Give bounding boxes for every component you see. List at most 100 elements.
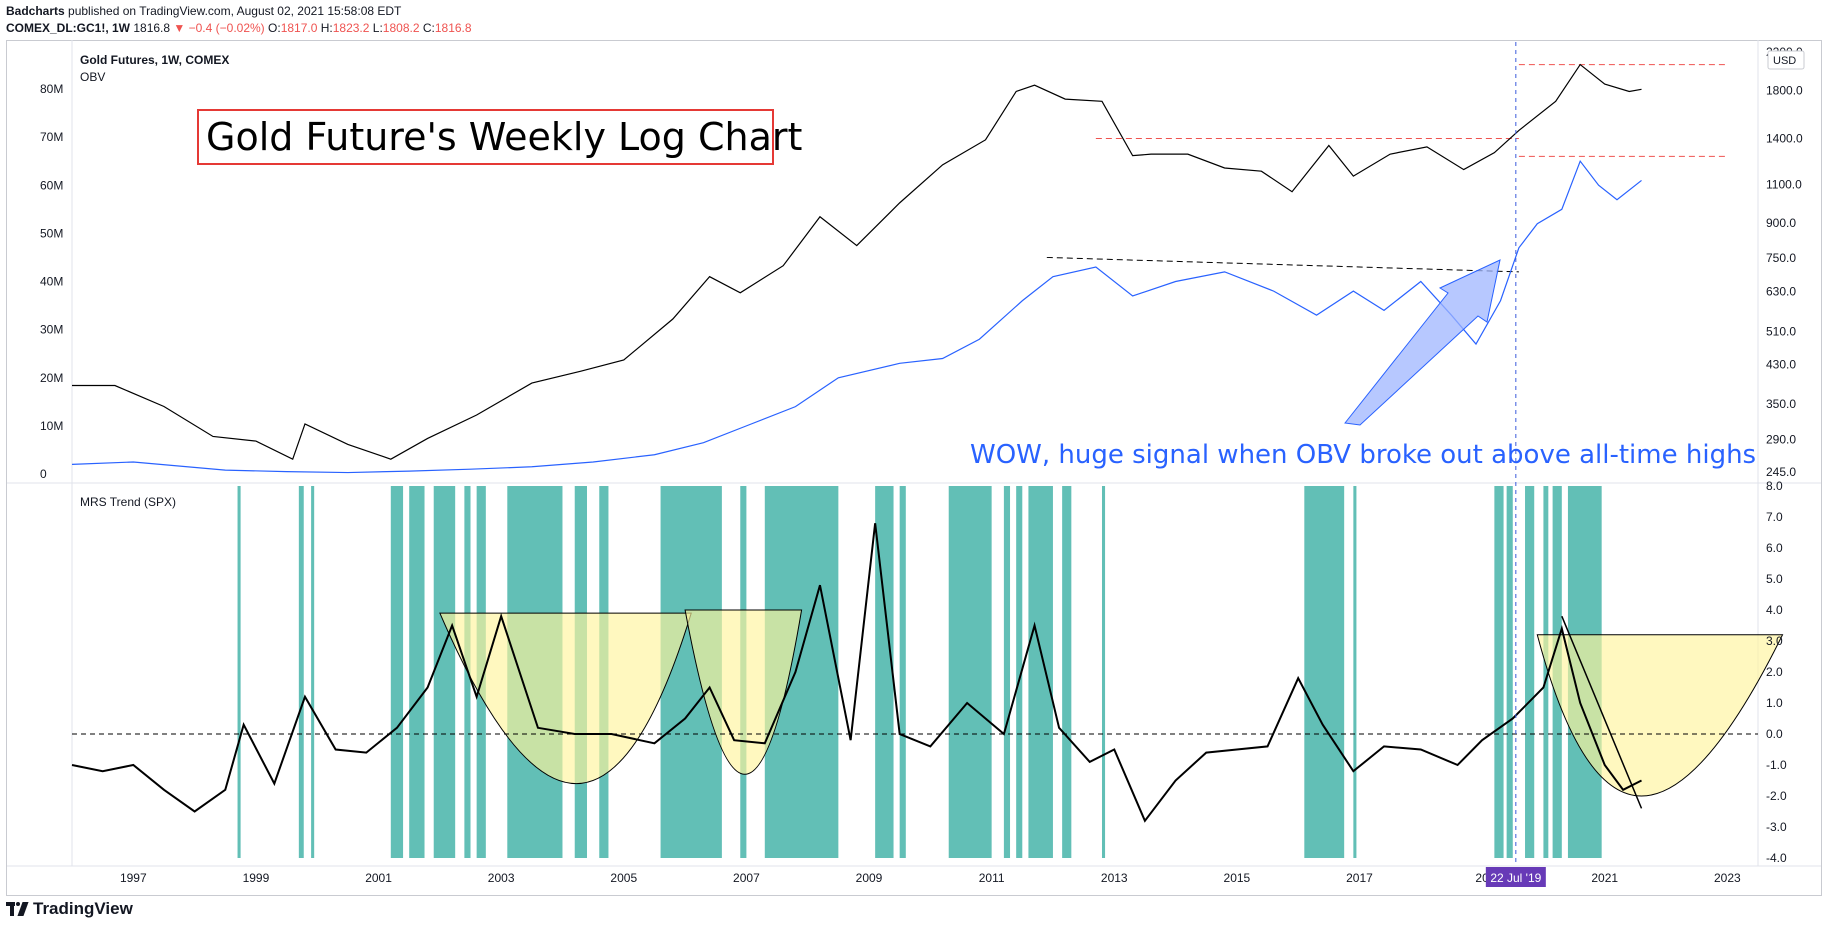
x-tick-label: 2007 bbox=[733, 871, 760, 885]
x-tick-label: 2011 bbox=[979, 871, 1005, 885]
trend-band bbox=[1101, 486, 1106, 858]
obv-tick-label: 70M bbox=[40, 130, 63, 144]
price-tick-label: 245.0 bbox=[1766, 465, 1796, 479]
x-tick-label: 2021 bbox=[1591, 871, 1618, 885]
cup-shape bbox=[1536, 634, 1784, 797]
x-tick-label: 2017 bbox=[1346, 871, 1373, 885]
price-tick-label: 1800.0 bbox=[1766, 83, 1803, 97]
trend-band bbox=[1003, 486, 1011, 858]
obv-tick-label: 10M bbox=[40, 419, 63, 433]
mrs-tick-label: 8.0 bbox=[1766, 479, 1783, 493]
currency-badge-box bbox=[1767, 50, 1805, 70]
low-label: L: bbox=[372, 21, 383, 35]
mrs-series-line bbox=[71, 523, 1642, 823]
trend-band bbox=[237, 486, 241, 858]
obv-tick-label: 0 bbox=[40, 467, 47, 481]
tradingview-footer: TradingView bbox=[6, 899, 133, 919]
price-tick-label: 290.0 bbox=[1766, 433, 1796, 447]
legend-obv: OBV bbox=[80, 70, 105, 84]
trend-band bbox=[1016, 486, 1023, 858]
obv-tick-label: 20M bbox=[40, 371, 63, 385]
x-tick-label: 1999 bbox=[243, 871, 270, 885]
signal-arrow-icon bbox=[1344, 259, 1501, 426]
mrs-tick-label: 4.0 bbox=[1766, 603, 1783, 617]
x-tick-label: 2005 bbox=[610, 871, 637, 885]
trend-band bbox=[390, 486, 404, 858]
trend-band bbox=[948, 486, 992, 858]
obv-series-line bbox=[71, 159, 1642, 474]
x-tick-label: 20 bbox=[1475, 871, 1489, 885]
trend-band bbox=[311, 486, 315, 858]
tradingview-logo-icon bbox=[6, 902, 29, 916]
mrs-tick-label: 1.0 bbox=[1766, 696, 1783, 710]
crosshair-date-box bbox=[1485, 867, 1546, 887]
chart-title-box bbox=[197, 109, 774, 165]
trend-band bbox=[433, 486, 456, 858]
symbol-label: COMEX_DL:GC1!, 1W bbox=[6, 21, 131, 35]
trend-band bbox=[1028, 486, 1053, 858]
trend-band bbox=[899, 486, 906, 858]
trend-band bbox=[1353, 486, 1357, 858]
trend-band bbox=[409, 486, 425, 858]
mrs-pane-title: MRS Trend (SPX) bbox=[80, 495, 176, 509]
mrs-tick-label: 3.0 bbox=[1766, 634, 1783, 648]
mrs-tick-label: 6.0 bbox=[1766, 541, 1783, 555]
trend-band bbox=[1543, 486, 1549, 858]
trend-band bbox=[1062, 486, 1072, 858]
price-tick-label: 900.0 bbox=[1766, 216, 1796, 230]
obv-tick-label: 30M bbox=[40, 323, 63, 337]
price-change: ▼ −0.4 (−0.02%) bbox=[173, 21, 265, 35]
chart-title: Gold Future's Weekly Log Chart bbox=[206, 115, 802, 159]
currency-badge: USD bbox=[1773, 55, 1796, 67]
cup-shape bbox=[439, 612, 692, 785]
published-text: published on TradingView.com, August 02,… bbox=[68, 4, 402, 18]
x-tick-label: 1997 bbox=[120, 871, 147, 885]
trend-band bbox=[1494, 486, 1504, 858]
mrs-trendline bbox=[1561, 615, 1643, 809]
trend-band bbox=[1304, 486, 1345, 858]
resistance-line bbox=[1046, 256, 1519, 273]
price-tick-label: 630.0 bbox=[1766, 284, 1796, 298]
x-tick-label: 2013 bbox=[1101, 871, 1128, 885]
obv-tick-label: 40M bbox=[40, 275, 63, 289]
footer-brand: TradingView bbox=[33, 899, 133, 918]
close-value: 1816.8 bbox=[434, 21, 472, 35]
last-price: 1816.8 bbox=[133, 21, 171, 35]
low-value: 1808.2 bbox=[382, 21, 420, 35]
price-tick-label: 510.0 bbox=[1766, 325, 1796, 339]
mrs-tick-label: 7.0 bbox=[1766, 510, 1783, 524]
chart-frame[interactable] bbox=[6, 40, 1822, 896]
trend-band bbox=[1525, 486, 1535, 858]
x-tick-label: 2015 bbox=[1224, 871, 1251, 885]
mrs-tick-label: -1.0 bbox=[1766, 758, 1787, 772]
annotation-text: WOW, huge signal when OBV broke out abov… bbox=[970, 440, 1756, 470]
mrs-tick-label: -2.0 bbox=[1766, 789, 1787, 803]
trend-band bbox=[1506, 486, 1513, 858]
x-tick-label: 2023 bbox=[1714, 871, 1741, 885]
mrs-tick-label: 0.0 bbox=[1766, 727, 1783, 741]
price-tick-label: 430.0 bbox=[1766, 357, 1796, 371]
open-value: 1817.0 bbox=[280, 21, 318, 35]
high-value: 1823.2 bbox=[332, 21, 370, 35]
price-tick-label: 1100.0 bbox=[1766, 178, 1802, 192]
price-tick-label: 350.0 bbox=[1766, 397, 1796, 411]
ohlc-strip: COMEX_DL:GC1!, 1W 1816.8 ▼ −0.4 (−0.02%)… bbox=[6, 21, 472, 35]
publish-info: Badcharts published on TradingView.com, … bbox=[6, 4, 401, 18]
open-label: O: bbox=[268, 21, 281, 35]
publisher-name[interactable]: Badcharts bbox=[6, 4, 65, 18]
close-label: C: bbox=[422, 21, 435, 35]
x-tick-label: 2009 bbox=[856, 871, 883, 885]
mrs-tick-label: -3.0 bbox=[1766, 820, 1787, 834]
crosshair-date: 22 Jul '19 bbox=[1490, 871, 1541, 885]
price-series-line bbox=[72, 63, 1642, 461]
x-tick-label: 2001 bbox=[365, 871, 392, 885]
cup-shape bbox=[684, 609, 803, 775]
trend-band bbox=[298, 486, 304, 858]
price-tick-label: 1400.0 bbox=[1766, 131, 1803, 145]
legend-price: Gold Futures, 1W, COMEX bbox=[80, 53, 229, 67]
high-label: H: bbox=[320, 21, 333, 35]
obv-tick-label: 50M bbox=[40, 226, 63, 240]
obv-tick-label: 80M bbox=[40, 82, 63, 96]
mrs-tick-label: -4.0 bbox=[1766, 851, 1787, 865]
